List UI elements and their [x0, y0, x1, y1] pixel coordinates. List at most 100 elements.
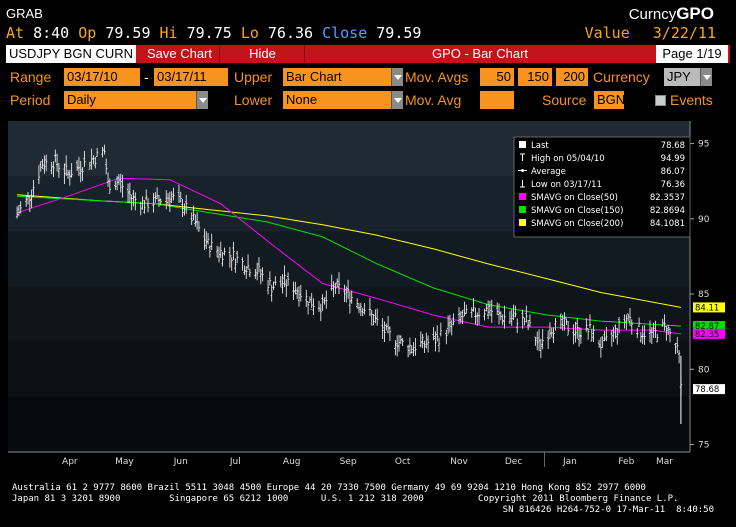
lower-dropdown-icon[interactable]	[391, 91, 403, 109]
ma2-input[interactable]: 150	[518, 68, 552, 86]
footer-line-2: Japan 81 3 3201 8900 Singapore 65 6212 1…	[12, 494, 679, 504]
legend-swatch	[519, 219, 526, 226]
op-label: Op	[78, 24, 97, 42]
legend-swatch	[519, 206, 526, 213]
x-tick-label: Feb	[618, 457, 634, 467]
legend-average-icon	[521, 169, 524, 172]
y-tick-label: 80	[698, 365, 710, 375]
period-label: Period	[10, 92, 51, 108]
ma3-input[interactable]: 200	[556, 68, 588, 86]
lower-select[interactable]: None	[283, 91, 391, 109]
ticker-field[interactable]: USDJPY BGN CURN	[6, 45, 136, 63]
hi-value: 79.75	[186, 24, 232, 42]
tag-last-box	[693, 384, 725, 395]
value-date-text: 3/22/11	[652, 24, 716, 42]
x-tick-label: Nov	[450, 457, 468, 467]
save-chart-button[interactable]: Save Chart	[140, 45, 220, 63]
tag-sma200: 84.11	[695, 303, 719, 313]
hi-label: Hi	[159, 24, 178, 42]
mov-avgs-label: Mov. Avgs	[405, 69, 469, 85]
legend-label: SMAVG on Close(50)	[531, 193, 618, 203]
legend-value: 86.07	[661, 167, 685, 177]
brand-label: CurncyGPO	[629, 4, 714, 24]
at-value: 8:40	[33, 24, 70, 42]
events-label[interactable]: Events	[670, 92, 713, 108]
upper-label: Upper	[234, 69, 273, 85]
x-tick-label: Apr	[62, 457, 78, 467]
legend-label: High on 05/04/10	[531, 154, 605, 164]
currency-select[interactable]: JPY	[664, 68, 700, 86]
range-end-input[interactable]: 03/17/11	[154, 68, 228, 86]
legend-swatch	[519, 193, 526, 200]
currency-dropdown-icon[interactable]	[700, 68, 712, 86]
range-start-input[interactable]: 03/17/10	[64, 68, 140, 86]
x-tick-label: Sep	[340, 457, 357, 467]
brand-name: GPO	[676, 4, 714, 23]
tag-last: 78.68	[695, 385, 719, 395]
brand-prefix: Curncy	[628, 6, 677, 23]
legend-label: SMAVG on Close(150)	[531, 206, 623, 216]
value-date: Value 3/22/11	[585, 24, 716, 42]
footer-line-3: SN 816426 H264-752-0 17-Mar-11 8:40:50	[502, 505, 714, 515]
lower-label: Lower	[234, 92, 273, 108]
quote-line: At 8:40 Op 79.59 Hi 79.75 Lo 76.36 Close…	[6, 24, 421, 42]
footer-line-1: Australia 61 2 9777 8600 Brazil 5511 304…	[12, 483, 646, 493]
legend-value: 82.8694	[650, 206, 685, 216]
sma150-line	[17, 195, 681, 327]
period-select[interactable]: Daily	[64, 91, 196, 109]
screen-name: GRAB	[6, 6, 43, 21]
legend-box	[513, 136, 691, 238]
y-tick-label: 95	[698, 140, 709, 150]
y-tick-label: 85	[698, 290, 709, 300]
y-tick-label: 90	[698, 215, 710, 225]
price-bars	[15, 144, 683, 425]
lo-value: 76.36	[267, 24, 314, 42]
x-tick-label: Aug	[283, 457, 301, 467]
chart-title: GPO - Bar Chart	[431, 46, 529, 61]
legend-label: Last	[531, 141, 549, 151]
range-separator: -	[144, 69, 149, 85]
at-label: At	[6, 24, 25, 42]
x-tick-label: Dec	[505, 457, 522, 467]
tag-sma150-box	[693, 321, 725, 332]
mov-avg-label: Mov. Avg	[405, 92, 462, 108]
page-indicator[interactable]: Page 1/19	[656, 45, 728, 63]
upper-select[interactable]: Bar Chart	[283, 68, 391, 86]
lo-label: Lo	[240, 24, 259, 42]
legend-value: 82.3537	[650, 193, 685, 203]
ma1-input[interactable]: 50	[480, 68, 514, 86]
currency-label: Currency	[593, 69, 650, 85]
price-chart: 95 90 85 80 75 Apr May Jun Jul Aug Sep Oct Nov Dec Jan…	[8, 121, 725, 467]
source-label: Source	[542, 92, 587, 108]
events-checkbox[interactable]	[655, 95, 666, 106]
hide-button[interactable]: Hide	[221, 45, 305, 63]
legend-swatch	[519, 141, 526, 148]
y-tick-label: 75	[698, 440, 709, 450]
range-label: Range	[10, 69, 52, 85]
plot-band	[8, 231, 690, 288]
legend-value: 78.68	[661, 141, 685, 151]
tag-sma150: 82.87	[695, 322, 719, 332]
x-tick-label: Mar	[656, 457, 673, 467]
x-tick-label: May	[115, 457, 134, 467]
x-tick-label: Jan	[562, 457, 577, 467]
op-value: 79.59	[105, 24, 151, 42]
plot-band	[8, 341, 690, 398]
legend-label: Low on 03/17/11	[531, 180, 602, 190]
close-value: 79.59	[376, 24, 422, 42]
mov-avg-input[interactable]	[480, 91, 514, 109]
legend-value: 84.1081	[650, 219, 685, 229]
legend-value: 94.99	[661, 154, 685, 164]
period-dropdown-icon[interactable]	[196, 91, 208, 109]
legend-value: 76.36	[661, 180, 685, 190]
toolbar	[6, 45, 730, 63]
tag-sma200-box	[693, 302, 725, 313]
plot-band	[8, 396, 690, 453]
source-input[interactable]: BGN	[594, 91, 624, 109]
tag-sma50: 82.35	[695, 330, 719, 340]
upper-dropdown-icon[interactable]	[391, 68, 403, 86]
close-label: Close	[322, 24, 368, 42]
legend-label: SMAVG on Close(200)	[531, 219, 623, 229]
x-tick-label: Jul	[229, 457, 241, 467]
value-label: Value	[584, 24, 630, 42]
